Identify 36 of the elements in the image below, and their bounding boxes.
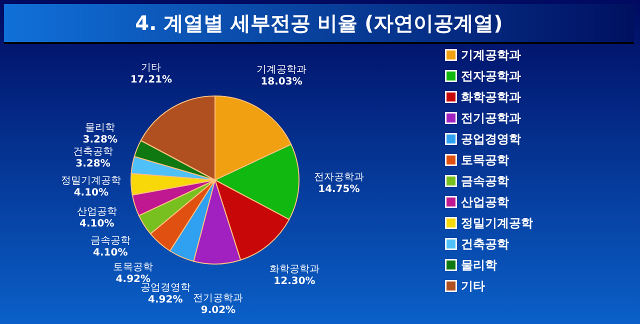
legend-label: 건축공학 [461, 237, 509, 251]
data-label: 3.28% [76, 158, 110, 170]
data-label: 14.75% [318, 184, 360, 196]
slice-label: 금속공학 [90, 236, 130, 247]
legend-label: 공업경영학 [461, 132, 521, 146]
slice-label: 토목공학 [113, 262, 154, 274]
legend-label: 기타 [461, 279, 485, 293]
legend-label: 화학공학과 [461, 90, 521, 104]
data-label: 12.30% [274, 276, 316, 288]
legend-label: 정밀기계공학 [461, 216, 533, 230]
slice-label: 정밀기계공학 [61, 175, 122, 186]
legend-label: 전자공학과 [461, 69, 521, 83]
chart-title: 4. 계열별 세부전공 비율 (자연이공계열) [4, 4, 634, 44]
legend-label: 금속공학 [461, 174, 509, 188]
slice-label: 물리학 [85, 122, 116, 134]
legend-label: 기계공학과 [461, 48, 521, 62]
slice-label: 전자공학과 [314, 172, 364, 184]
legend-label: 물리학 [461, 258, 497, 272]
legend-label: 전기공학과 [461, 111, 521, 125]
data-label: 9.02% [200, 304, 236, 316]
slice-label: 공업경영학 [140, 282, 190, 294]
data-label: 18.03% [260, 76, 302, 88]
data-label: 4.92% [148, 294, 183, 306]
slice-label: 기타 [141, 62, 162, 74]
data-label: 4.10% [80, 218, 114, 230]
slice-label: 기계공학과 [256, 64, 307, 76]
data-label: 4.10% [93, 248, 128, 259]
data-label: 4.10% [74, 187, 109, 198]
data-label: 17.21% [130, 74, 172, 86]
slice-label: 화학공학과 [269, 264, 320, 276]
slice-label: 산업공학 [76, 206, 117, 218]
slice-label: 건축공학 [73, 146, 114, 158]
legend-label: 산업공학 [461, 195, 509, 209]
legend-label: 토목공학 [461, 153, 509, 167]
data-label: 3.28% [82, 134, 118, 146]
slice-label: 전기공학과 [193, 292, 244, 304]
